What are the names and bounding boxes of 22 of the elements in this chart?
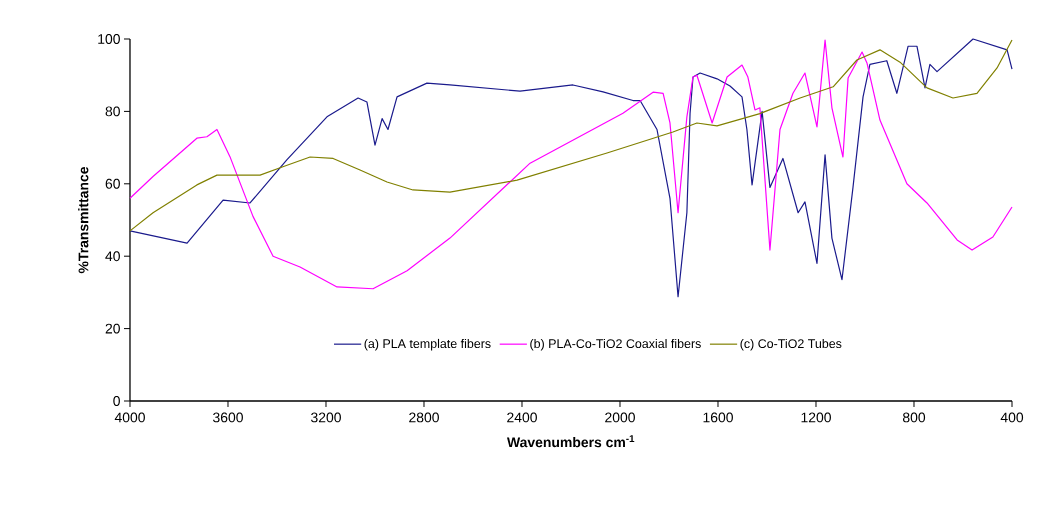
x-tick-label: 3600 <box>213 412 243 423</box>
x-tick-label: 800 <box>902 412 926 423</box>
x-tick-label: 3200 <box>311 412 341 423</box>
x-tick-label: 4000 <box>114 412 145 423</box>
x-tick-label: 1200 <box>801 412 831 423</box>
x-tick-label: 2000 <box>605 412 635 423</box>
y-tick-label: 0 <box>113 396 120 406</box>
x-axis-title: Wavenumbers cm$^{-1}$ <box>506 435 635 448</box>
x-tick-label: 2400 <box>507 412 537 423</box>
x-tick-label: 2800 <box>409 412 439 423</box>
y-tick-label: 60 <box>105 178 120 189</box>
x-tick-label: 1600 <box>703 412 733 423</box>
line-series <box>129 39 1013 232</box>
y-tick-label: 20 <box>105 323 120 334</box>
x-tick-label: 400 <box>1000 412 1024 423</box>
y-tick-label: 80 <box>105 106 120 117</box>
y-tick-label: 40 <box>105 251 120 262</box>
y-axis-title: %Transmittance <box>78 166 89 274</box>
legend-label: (c) Co-TiO2 Tubes <box>740 338 842 351</box>
legend-label: (a) PLA template fibers <box>364 338 491 351</box>
legend-label: (b) PLA-Co-TiO2 Coaxial fibers <box>530 338 701 351</box>
y-tick-label: 100 <box>98 34 120 44</box>
